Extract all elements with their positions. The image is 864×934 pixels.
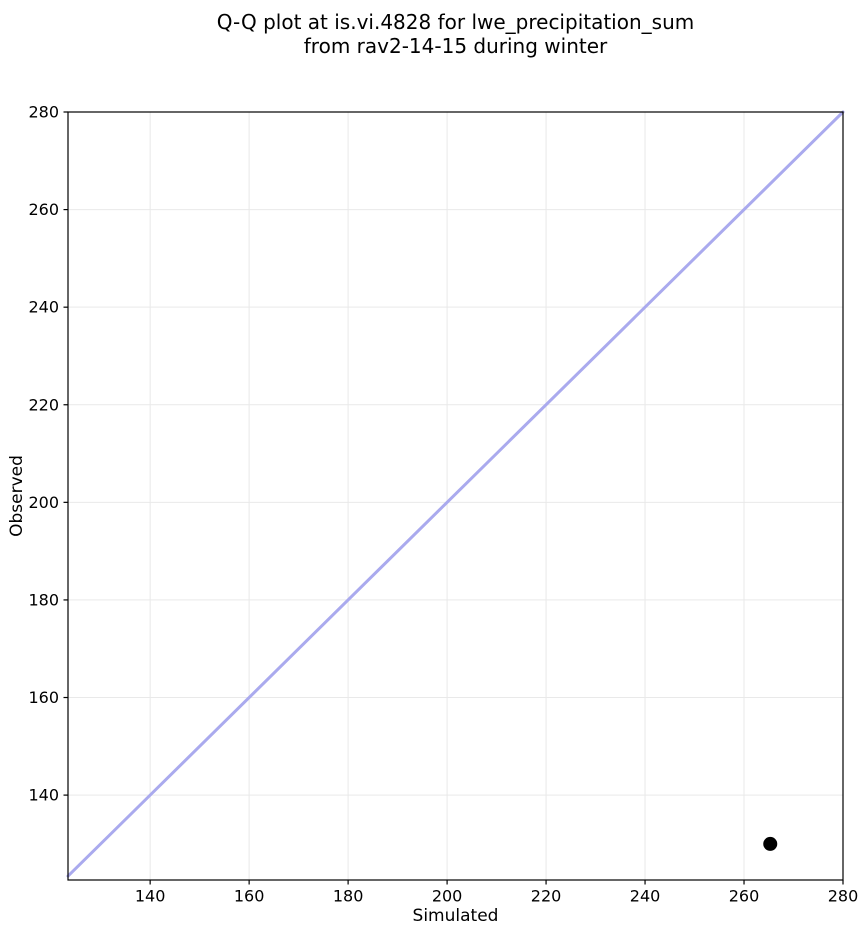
x-tick-label: 180 xyxy=(333,887,364,906)
y-tick-label: 260 xyxy=(28,200,59,219)
x-tick-label: 240 xyxy=(630,887,661,906)
ticks: 140 160 180 200 220 240 260 280 140 160 180 200 220 2… xyxy=(28,103,858,906)
y-tick-label: 220 xyxy=(28,395,59,414)
y-tick-label: 280 xyxy=(28,103,59,122)
y-axis-label: Observed xyxy=(7,455,27,537)
x-tick-label: 140 xyxy=(135,887,166,906)
chart-title-line1: Q-Q plot at is.vi.4828 for lwe_precipita… xyxy=(217,10,694,34)
gridlines xyxy=(68,111,844,880)
y-tick-label: 200 xyxy=(28,493,59,512)
data-point xyxy=(763,836,778,851)
x-tick-label: 160 xyxy=(234,887,265,906)
plot-layers: 140 160 180 200 220 240 260 280 140 160 180 200 220 2… xyxy=(28,103,858,906)
y-tick-label: 240 xyxy=(28,298,59,317)
chart-title-line2: from rav2-14-15 during winter xyxy=(304,34,608,58)
x-tick-label: 280 xyxy=(828,887,859,906)
series-quantile-points xyxy=(763,836,778,851)
y-tick-label: 160 xyxy=(28,688,59,707)
x-axis-label: Simulated xyxy=(413,906,499,926)
identity-line xyxy=(66,110,845,878)
x-tick-label: 220 xyxy=(531,887,562,906)
y-tick-label: 180 xyxy=(28,590,59,609)
plot-border xyxy=(67,111,844,881)
x-tick-label: 260 xyxy=(729,887,760,906)
y-tick-label: 140 xyxy=(28,786,59,805)
x-tick-label: 200 xyxy=(432,887,463,906)
